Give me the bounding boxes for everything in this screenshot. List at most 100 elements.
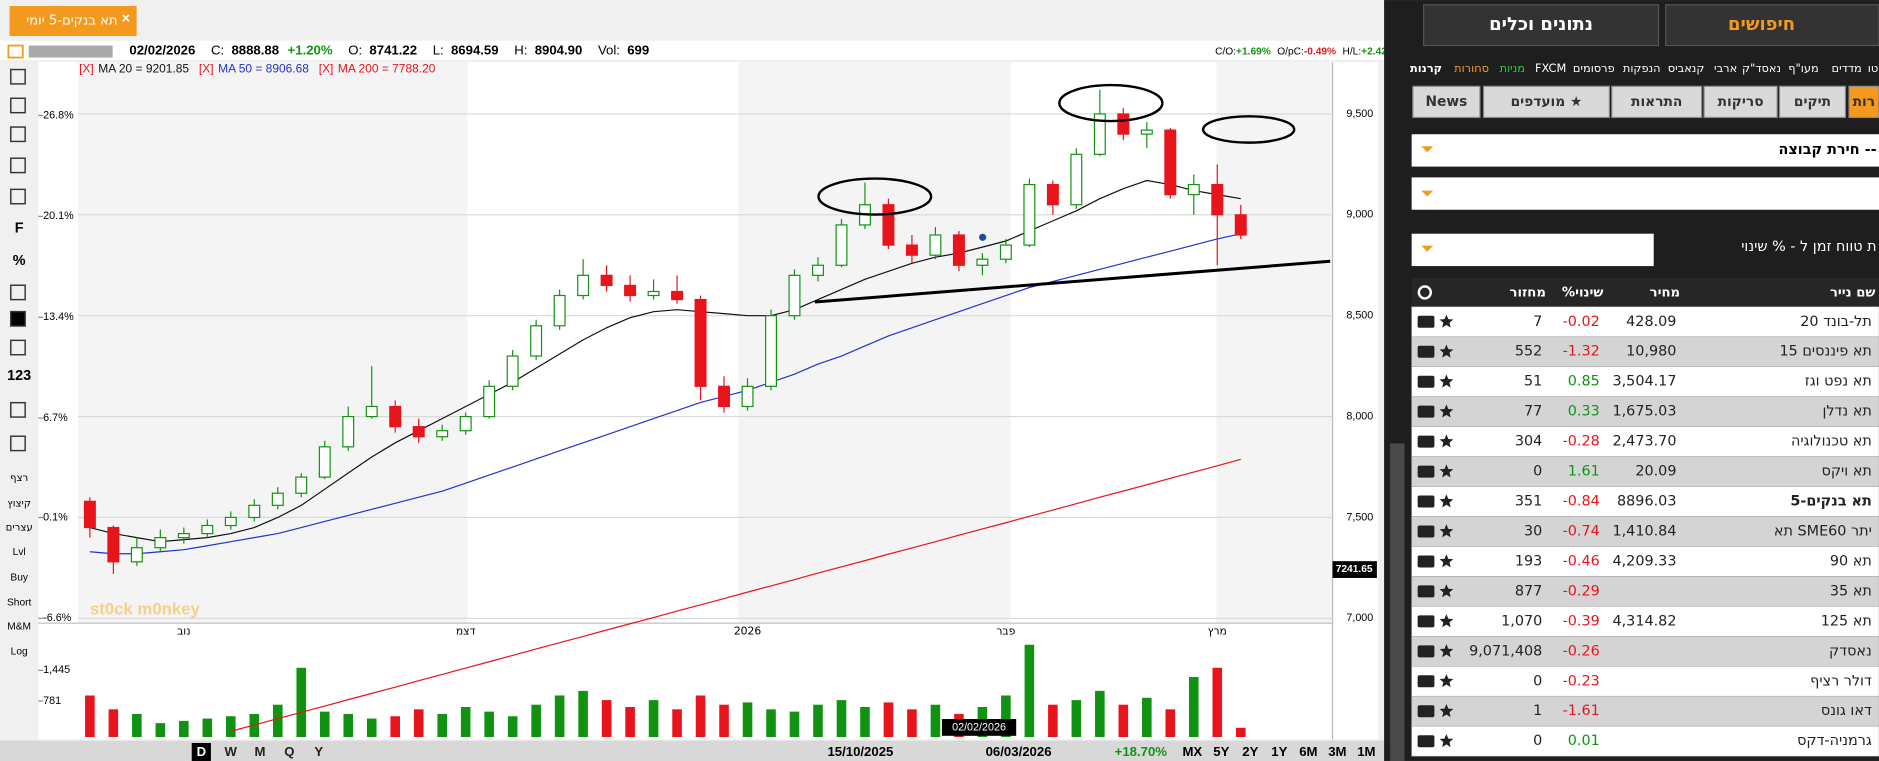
table-row[interactable] (1411, 516, 1879, 547)
tab[interactable] (1778, 85, 1847, 119)
range-button[interactable]: 5Y (1213, 744, 1229, 759)
menu-item[interactable]: ארבי (1714, 61, 1737, 75)
table-row[interactable] (1411, 396, 1879, 427)
menu-item[interactable]: הנפקות (1623, 61, 1661, 75)
interval-button[interactable]: D (197, 744, 207, 759)
star-icon[interactable] (1439, 704, 1454, 718)
dropdown-arrow[interactable] (1421, 146, 1434, 153)
range-button[interactable]: 6M (1299, 744, 1317, 759)
legend-close[interactable]: [X] (199, 62, 214, 76)
interval-button[interactable]: M (255, 744, 266, 759)
table-row[interactable] (1411, 426, 1879, 457)
tab[interactable] (1703, 85, 1778, 119)
menu-item[interactable]: מעו"ף (1788, 61, 1818, 75)
annotation-ellipse[interactable] (1058, 83, 1164, 123)
star-icon[interactable] (1439, 374, 1454, 388)
star-icon[interactable] (1439, 554, 1454, 568)
table-row[interactable] (1411, 725, 1879, 757)
tab-label[interactable]: רות (1853, 94, 1875, 110)
star-icon[interactable] (1439, 644, 1454, 658)
range-button[interactable]: 1Y (1271, 744, 1287, 759)
dropdown-arrow[interactable] (1421, 190, 1434, 197)
annotation-ellipse[interactable] (817, 177, 933, 216)
star-icon[interactable] (1439, 494, 1454, 508)
range-to[interactable]: 06/03/2026 (986, 744, 1052, 759)
portfolio-icon[interactable] (1417, 345, 1435, 358)
chart-tab[interactable] (9, 6, 137, 36)
tool-button[interactable]: קיצוץ (7, 498, 31, 509)
menu-item[interactable]: טו (1868, 61, 1878, 75)
menu-item[interactable]: נאסד"ק (1742, 61, 1781, 75)
menu-item[interactable]: מדדים (1832, 61, 1862, 75)
tool-icon[interactable] (10, 401, 26, 418)
star-icon[interactable] (1439, 464, 1454, 478)
annotation-ellipse[interactable] (1201, 115, 1296, 144)
icon[interactable] (7, 44, 24, 59)
tab[interactable] (1848, 85, 1879, 119)
tab-label[interactable]: סריקות (1718, 94, 1764, 110)
interval-button[interactable]: Y (314, 744, 323, 759)
table-row[interactable] (1411, 456, 1879, 487)
tool-button[interactable]: M&M (7, 621, 31, 632)
menu-item[interactable]: קנאביס (1668, 61, 1705, 75)
portfolio-icon[interactable] (1417, 555, 1435, 568)
tool-button[interactable]: Lvl (13, 547, 26, 558)
group-select[interactable] (1411, 134, 1879, 167)
range-button[interactable]: 3M (1328, 744, 1346, 759)
portfolio-icon[interactable] (1417, 465, 1435, 478)
portfolio-icon[interactable] (1417, 375, 1435, 388)
menu-item[interactable]: קרנות (1410, 61, 1442, 75)
range-button[interactable]: 2Y (1242, 744, 1258, 759)
star-icon[interactable] (1439, 344, 1454, 358)
portfolio-icon[interactable] (1417, 615, 1435, 628)
tool-icon[interactable] (10, 126, 26, 143)
select[interactable] (1411, 177, 1879, 210)
portfolio-icon[interactable] (1417, 585, 1435, 598)
interval-button[interactable]: Q (284, 744, 294, 759)
star-icon[interactable] (1439, 614, 1454, 628)
star-icon[interactable] (1439, 434, 1454, 448)
tools-button[interactable] (1423, 4, 1660, 47)
dropdown-arrow[interactable] (1421, 245, 1434, 252)
range-from[interactable]: 15/10/2025 (827, 744, 893, 759)
tool-icon[interactable] (10, 188, 26, 205)
tools-button-label[interactable]: נתונים וכלים (1489, 14, 1593, 35)
search-button-label[interactable]: חיפושים (1728, 14, 1795, 35)
table-row[interactable] (1411, 606, 1879, 637)
tab[interactable] (1611, 85, 1703, 119)
search-button[interactable] (1665, 4, 1879, 47)
tool-button[interactable]: עצרים (6, 522, 33, 533)
star-icon[interactable] (1439, 674, 1454, 688)
tool-button[interactable]: Log (11, 647, 28, 658)
legend-close[interactable]: [X] (319, 62, 334, 76)
tool-button[interactable]: F (15, 221, 24, 237)
tool-icon[interactable] (10, 310, 26, 327)
tool-icon[interactable] (10, 284, 26, 301)
tool-button[interactable]: Short (7, 597, 31, 608)
portfolio-icon[interactable] (1417, 645, 1435, 658)
portfolio-icon[interactable] (1417, 315, 1435, 328)
menu-item[interactable]: מניות (1500, 61, 1525, 75)
tool-icon[interactable] (10, 97, 26, 114)
range-button[interactable]: 1M (1357, 744, 1375, 759)
legend-close[interactable]: [X] (79, 62, 94, 76)
menu-item[interactable]: פרסומים (1573, 61, 1615, 75)
portfolio-icon[interactable] (1417, 495, 1435, 508)
table-row[interactable] (1411, 336, 1879, 368)
table-row[interactable] (1411, 666, 1879, 697)
tab[interactable] (1482, 85, 1610, 119)
table-row[interactable] (1411, 576, 1879, 607)
tab-close[interactable]: × (122, 11, 130, 27)
refresh-icon[interactable] (1417, 285, 1433, 300)
interval-button[interactable]: W (224, 744, 237, 759)
star-icon[interactable] (1439, 404, 1454, 418)
tool-icons[interactable] (28, 45, 113, 58)
tab-label[interactable]: מועדפים ★ (1511, 94, 1583, 110)
portfolio-icon[interactable] (1417, 675, 1435, 688)
portfolio-icon[interactable] (1417, 525, 1435, 538)
star-icon[interactable] (1439, 524, 1454, 538)
table-row[interactable] (1411, 366, 1879, 397)
trend-line[interactable] (814, 259, 1331, 304)
tab-label[interactable]: התראות (1631, 94, 1682, 110)
range-select[interactable] (1411, 233, 1654, 267)
